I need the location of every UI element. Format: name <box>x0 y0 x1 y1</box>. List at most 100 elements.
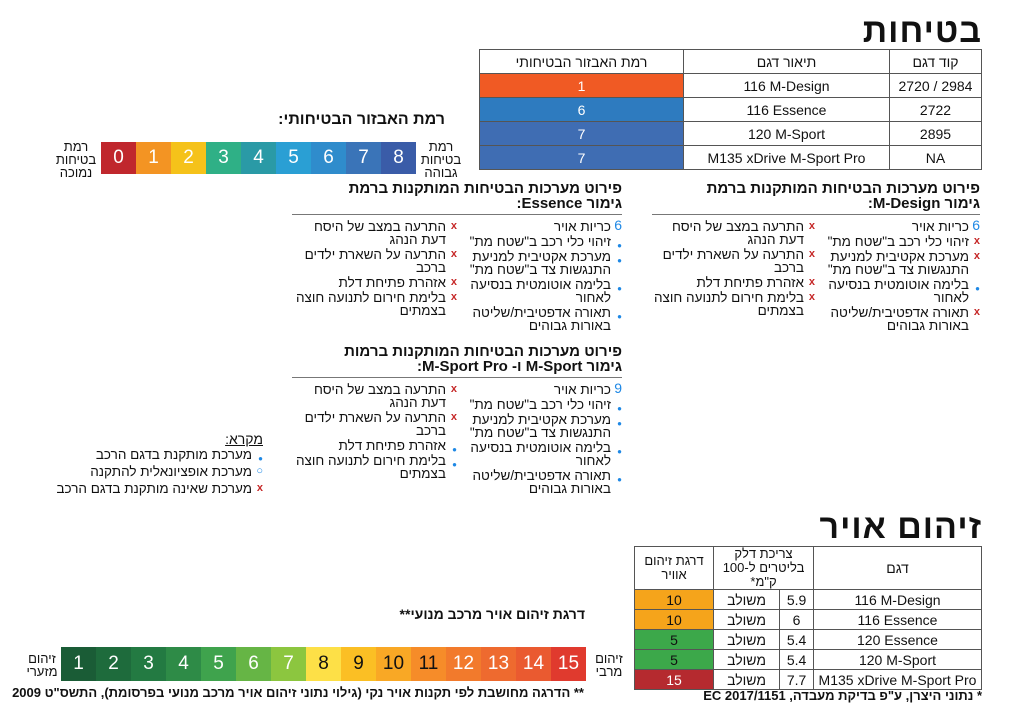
legend: מקרא: ● מערכת מותקנת בדגם הרכב ○ מערכת אופצ… <box>33 432 263 498</box>
air-scale-cell: 7 <box>271 647 306 681</box>
feature-item: x בלימת חירום לתנועה חוצה בצמתים <box>652 291 815 318</box>
fuel-value: 7.7 <box>779 669 814 690</box>
installed-icon: ● <box>617 404 622 413</box>
installed-icon: ● <box>617 312 622 321</box>
legend-title: מקרא: <box>225 431 263 447</box>
fuel-value: 6 <box>779 609 814 630</box>
header-safety-level: רמת האבזור הבטיחותי <box>479 49 684 74</box>
fuel-value: 5.9 <box>779 589 814 610</box>
feature-item: ● תאורה אדפטיבית/שליטה באורות גבוהים <box>457 305 622 333</box>
air-model: 120 Essence <box>813 629 982 650</box>
installed-icon: ● <box>617 256 622 265</box>
feature-text: בלימה אוטומטית בנסיעה לאחור <box>470 277 611 305</box>
level-scale-high-label: רמת בטיחות גבוהה <box>420 139 462 180</box>
model-code: 2984 / 2720 <box>889 73 982 98</box>
model-desc: 116 Essence <box>683 97 890 122</box>
air-scale-cell: 14 <box>516 647 551 681</box>
not-installed-icon: x <box>973 235 980 247</box>
air-scale-cell: 6 <box>236 647 271 681</box>
air-scale-min-label: זיהום מזערי <box>26 651 58 679</box>
section-essence-title-1: פירוט מערכות הבטיחות המותקנות ברמת <box>348 180 622 197</box>
level-cell: 5 <box>276 142 311 174</box>
fuel-type: משולב <box>713 669 781 690</box>
installed-icon: ● <box>617 419 622 428</box>
essence-list-right: 6 כריות אויר ● זיהוי כלי רכב ב"שטח מת" ● מערכ… <box>457 218 622 334</box>
feature-text: תאורה אדפטיבית/שליטה באורות גבוהים <box>472 305 611 333</box>
msport-list-left: x התרעה במצב של היסח דעת הנהג x התרעה על הש… <box>292 383 457 497</box>
not-installed-icon: x <box>808 248 815 260</box>
model-code: 2722 <box>889 97 982 122</box>
fuel-value: 5.4 <box>779 629 814 650</box>
not-installed-icon: x <box>973 306 980 318</box>
safety-level: 7 <box>479 121 684 146</box>
safety-row: NA M135 xDrive M-Sport Pro 7 <box>479 145 982 170</box>
air-model: 116 M-Design <box>813 589 982 610</box>
emission-grade: 10 <box>633 609 715 630</box>
air-scale-cell: 9 <box>341 647 376 681</box>
model-desc: 120 M-Sport <box>683 121 890 146</box>
feature-text: זיהוי כלי רכב ב"שטח מת" <box>469 234 611 249</box>
feature-text: בלימה אוטומטית בנסיעה לאחור <box>470 440 611 468</box>
air-header-fuel: צריכת דלק בליטרים ל-100 ק"מ* <box>713 546 814 590</box>
emission-grade: 15 <box>633 669 715 690</box>
feature-item: 9 כריות אויר <box>457 380 622 396</box>
feature-item: ● בלימה אוטומטית בנסיעה לאחור <box>457 440 622 468</box>
feature-text: בלימת חירום לתנועה חוצה בצמתים <box>295 290 446 318</box>
feature-item: x התרעה במצב של היסח דעת הנהג <box>292 383 457 410</box>
fuel-type: משולב <box>713 609 781 630</box>
not-installed-icon: x <box>450 220 457 232</box>
feature-text: בלימת חירום לתנועה חוצה בצמתים <box>295 453 446 481</box>
feature-item: x התרעה על השארת ילדים ברכב <box>292 410 457 438</box>
feature-item: ● מערכת אקטיבית למניעת התנגשות צד ב"שטח מ… <box>457 250 622 277</box>
feature-item: x אזהרת פתיחת דלת <box>652 276 815 290</box>
airbag-count: 9 <box>614 380 622 396</box>
fuel-type: משולב <box>713 629 781 650</box>
air-row: 116 M-Design 5.9 משולב 10 <box>633 589 982 610</box>
model-code: 2895 <box>889 121 982 146</box>
legend-list: ● מערכת מותקנת בדגם הרכב ○ מערכת אופציונאלי… <box>33 447 263 496</box>
level-scale-title: רמת האבזור הבטיחותי: <box>278 111 445 128</box>
optional-icon: ○ <box>256 465 263 477</box>
safety-row: 2722 116 Essence 6 <box>479 97 982 122</box>
air-model: 120 M-Sport <box>813 649 982 670</box>
safety-title: בטיחות <box>862 12 982 50</box>
airbag-count: 6 <box>972 217 980 233</box>
air-scale-cell: 5 <box>201 647 236 681</box>
feature-item: x התרעה על השארת ילדים ברכב <box>292 247 457 275</box>
fuel-type: משולב <box>713 649 781 670</box>
not-installed-icon: x <box>450 411 457 423</box>
feature-item: x זיהוי כלי רכב ב"שטח מת" <box>815 234 980 249</box>
section-essence-title-2: גימור Essence: <box>292 196 622 215</box>
header-model-code: קוד דגם <box>889 49 982 74</box>
safety-level: 6 <box>479 97 684 122</box>
section-msport-title-1: פירוט מערכות הבטיחות המותקנות ברמות <box>344 343 622 360</box>
not-installed-icon: x <box>450 291 457 303</box>
feature-text: תאורה אדפטיבית/שליטה באורות גבוהים <box>472 468 611 496</box>
feature-text: התרעה על השארת ילדים ברכב <box>304 247 446 275</box>
feature-text: זיהוי כלי רכב ב"שטח מת" <box>827 234 969 249</box>
installed-icon: ● <box>617 475 622 484</box>
fuel-type: משולב <box>713 589 781 610</box>
installed-icon: ● <box>452 460 457 469</box>
air-scale-cell: 8 <box>306 647 341 681</box>
mdesign-list-right: 6 כריות אויר x זיהוי כלי רכב ב"שטח מת" x מערכ… <box>815 217 980 334</box>
air-row: 116 Essence 6 משולב 10 <box>633 609 982 630</box>
level-cell: 4 <box>241 142 276 174</box>
model-desc: M135 xDrive M-Sport Pro <box>683 145 890 170</box>
emission-grade: 5 <box>633 629 715 650</box>
safety-level: 7 <box>479 145 684 170</box>
msport-list-right: 9 כריות אויר ● זיהוי כלי רכב ב"שטח מת" ● מערכ… <box>457 380 622 497</box>
feature-text: מערכת אופציונאלית להתקנה <box>90 464 252 479</box>
feature-item: x אזהרת פתיחת דלת <box>292 276 457 290</box>
feature-text: מערכת מותקנת בדגם הרכב <box>95 447 252 462</box>
not-installed-icon: x <box>808 276 815 288</box>
safety-row: 2895 120 M-Sport 7 <box>479 121 982 146</box>
air-scale-cell: 3 <box>131 647 166 681</box>
feature-item: ● בלימה אוטומטית בנסיעה לאחור <box>815 278 980 305</box>
level-cell: 0 <box>101 142 136 174</box>
feature-text: התרעה על השארת ילדים ברכב <box>304 410 446 438</box>
installed-icon: ● <box>452 445 457 454</box>
air-scale-cell: 1 <box>61 647 96 681</box>
air-header-grade: דרגת זיהום אוויר <box>633 546 715 590</box>
safety-row: 2984 / 2720 116 M-Design 1 <box>479 73 982 98</box>
